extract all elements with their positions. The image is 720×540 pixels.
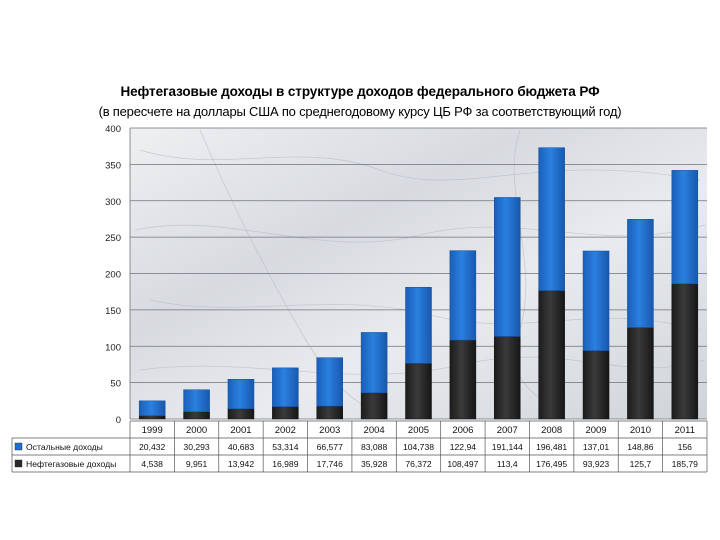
y-tick-label: 100 [105,342,121,353]
chart-title: Нефтегазовые доходы в структуре доходов … [120,84,600,99]
x-tick-label: 1999 [142,425,163,436]
x-tick-label: 2010 [630,425,651,436]
marble-vein-0 [139,149,701,181]
data-label-neftegaz-2008: 176,495 [536,459,567,469]
y-tick-label: 250 [105,233,121,244]
bar-ostalnye-2010 [627,219,654,328]
data-label-ostalnye-1999: 20,432 [139,442,166,452]
x-tick-label: 2007 [497,425,518,436]
y-axis: 0 50 100 150 200 250 300 350 400 [105,124,121,426]
bar-neftegaz-2001 [227,408,255,420]
x-tick-label: 2005 [408,425,429,436]
data-label-neftegaz-2010: 125,7 [630,459,652,469]
x-tick-label: 2000 [186,425,207,436]
x-tick-label: 2003 [319,425,340,436]
bar-ostalnye-2011 [671,170,699,285]
data-label-neftegaz-2005: 76,372 [405,459,432,469]
x-tick-label: 2006 [452,425,473,436]
data-label-neftegaz-2003: 17,746 [317,459,344,469]
bar-neftegaz-2002 [272,406,299,420]
bar-ostalnye-2002 [272,367,299,407]
y-tick-label: 300 [105,197,121,208]
legend-swatch-neftegaz [14,459,23,468]
data-label-ostalnye-2003: 66,577 [317,442,344,452]
bar-ostalnye-2008 [538,147,565,291]
x-tick-label: 2002 [275,425,296,436]
data-label-ostalnye-2007: 191,144 [492,442,523,452]
bar-neftegaz-2003 [316,405,343,420]
bar-neftegaz-2010 [627,327,654,420]
y-tick-label: 350 [105,160,121,171]
bars [138,147,699,420]
data-table: 1999 2000 2001 2002 2003 2004 2005 2006 2007 2008… [11,420,708,473]
x-tick-label: 2008 [541,425,562,436]
data-label-ostalnye-2002: 53,314 [272,442,299,452]
data-label-ostalnye-2005: 104,738 [403,442,434,452]
bar-ostalnye-2004 [360,332,388,394]
bar-ostalnye-1999 [138,400,166,416]
table-background [130,421,707,472]
data-label-ostalnye-2001: 40,683 [228,442,255,452]
y-tick-label: 50 [110,379,121,390]
data-label-ostalnye-2009: 137,01 [583,442,610,452]
y-tick-label: 400 [105,124,121,135]
bar-ostalnye-2005 [405,286,432,364]
data-label-ostalnye-2006: 122,94 [450,442,477,452]
bar-ostalnye-2001 [227,379,255,410]
data-label-neftegaz-2004: 35,928 [361,459,388,469]
bar-neftegaz-2007 [494,336,521,420]
data-label-ostalnye-2011: 156 [678,442,693,452]
marble-vein-1 [134,224,706,243]
bar-ostalnye-2000 [183,389,210,413]
bar-ostalnye-2003 [316,357,343,407]
legend-label-neftegaz: Нефтегазовые доходы [26,459,116,469]
data-label-neftegaz-1999: 4,538 [141,459,163,469]
bar-neftegaz-1999 [138,415,166,420]
bar-neftegaz-2006 [449,339,477,420]
data-label-ostalnye-2004: 83,088 [361,442,388,452]
x-tick-label: 2001 [230,425,251,436]
bar-neftegaz-2000 [183,411,210,420]
bar-neftegaz-2009 [582,350,610,420]
data-label-neftegaz-2011: 185,79 [672,459,699,469]
marble-vein-4 [199,129,381,419]
y-tick-label: 150 [105,306,121,317]
data-label-neftegaz-2009: 93,923 [583,459,610,469]
bar-neftegaz-2004 [360,392,388,420]
data-label-ostalnye-2000: 30,293 [183,442,210,452]
x-tick-label: 2009 [585,425,606,436]
data-label-neftegaz-2002: 16,989 [272,459,299,469]
bar-neftegaz-2011 [671,283,699,420]
y-tick-label: 200 [105,270,121,281]
data-label-neftegaz-2006: 108,497 [447,459,478,469]
data-label-neftegaz-2001: 13,942 [228,459,255,469]
data-label-ostalnye-2010: 148,86 [627,442,654,452]
y-tick-label: 0 [116,415,121,426]
bar-ostalnye-2007 [494,197,521,337]
chart-subtitle: (в пересчете на доллары США по среднегод… [98,104,622,119]
data-label-neftegaz-2000: 9,951 [186,459,208,469]
x-tick-label: 2004 [364,425,385,436]
data-label-ostalnye-2008: 196,481 [536,442,567,452]
bar-neftegaz-2008 [538,290,565,420]
bar-ostalnye-2006 [449,250,477,341]
legend-label-ostalnye: Остальные доходы [26,442,103,452]
bar-ostalnye-2009 [582,250,610,351]
legend-swatch-ostalnye [14,442,23,451]
data-label-neftegaz-2007: 113,4 [497,459,518,469]
x-tick-label: 2011 [675,425,695,436]
bar-neftegaz-2005 [405,363,432,420]
